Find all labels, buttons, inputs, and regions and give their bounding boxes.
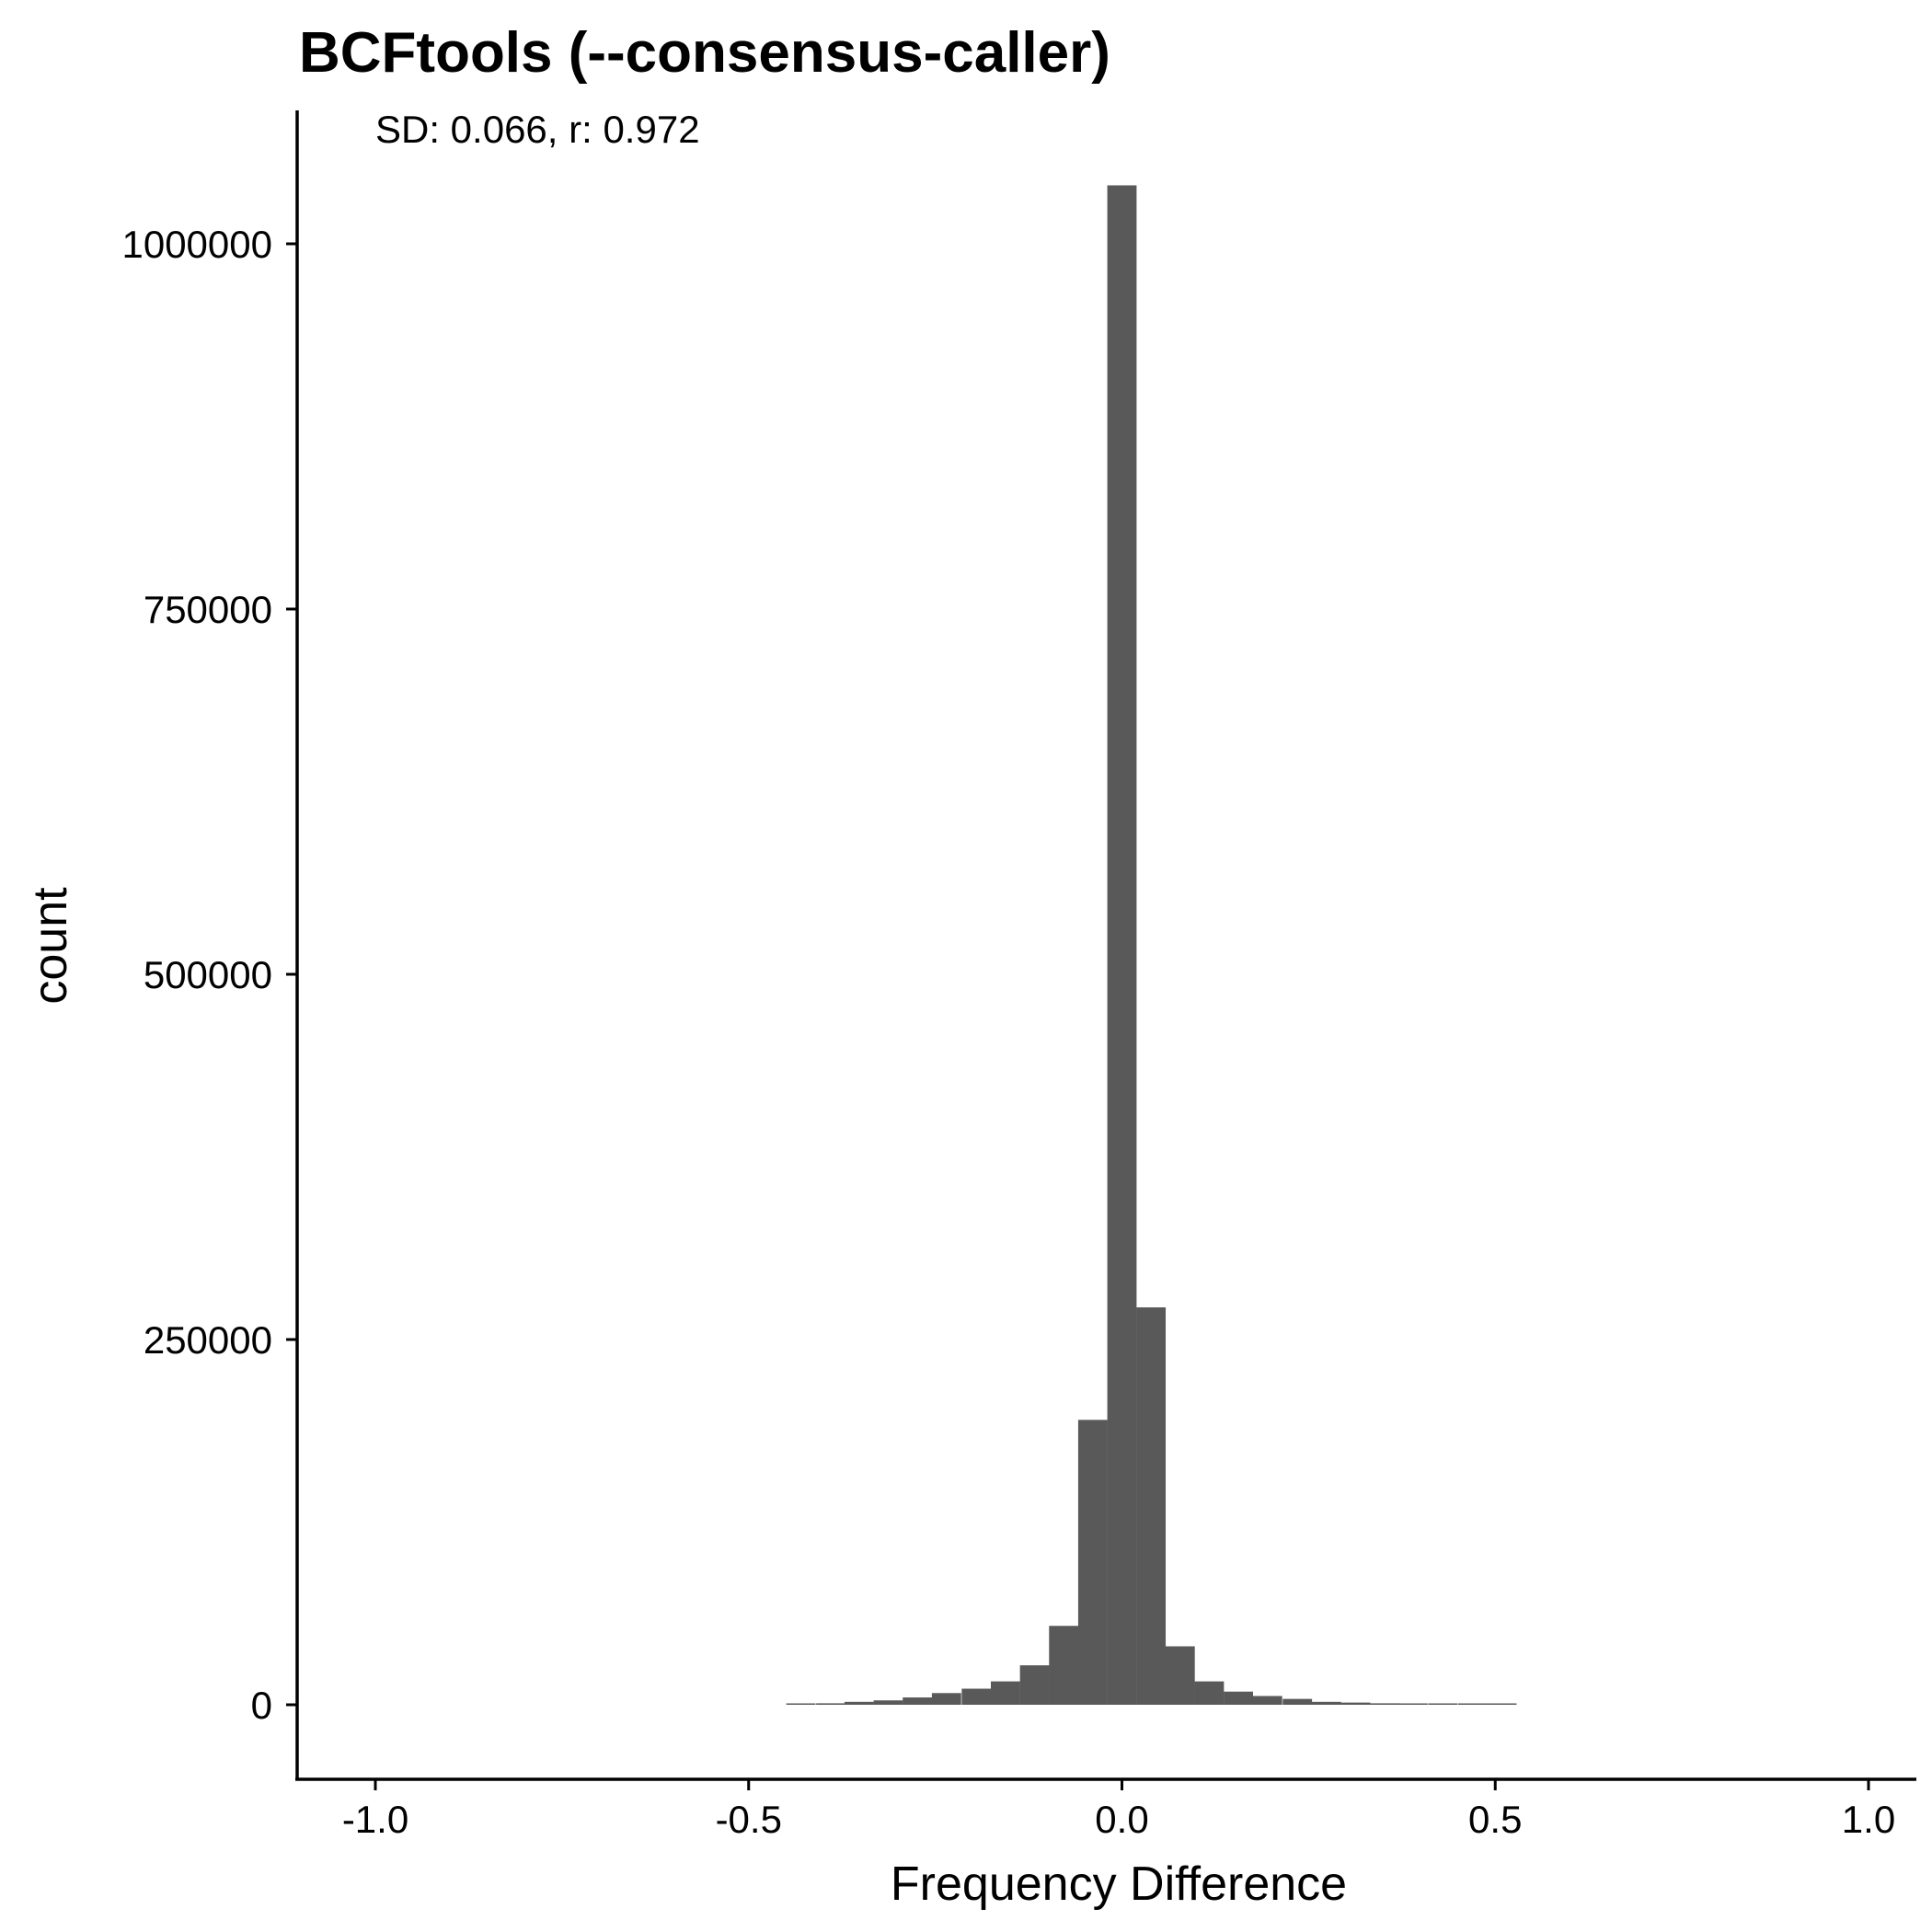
histogram-bar-19 xyxy=(1340,1702,1371,1705)
x-tick-label-3: 0.5 xyxy=(1468,1798,1522,1841)
histogram-bar-5 xyxy=(931,1693,961,1705)
y-tick-label-3: 750000 xyxy=(144,588,272,631)
histogram-bar-11 xyxy=(1107,185,1137,1706)
y-tick-label-4: 1000000 xyxy=(121,223,272,266)
y-tick-label-0: 0 xyxy=(251,1684,272,1727)
y-tick-label-2: 500000 xyxy=(144,953,272,996)
histogram-bar-7 xyxy=(991,1681,1020,1705)
histogram-bar-10 xyxy=(1077,1420,1108,1705)
histogram-bar-0 xyxy=(786,1703,816,1705)
x-tick-label-2: 0.0 xyxy=(1095,1798,1148,1841)
histogram-bar-2 xyxy=(844,1701,874,1705)
histogram-bar-21 xyxy=(1398,1703,1428,1705)
x-axis-label: Frequency Difference xyxy=(891,1857,1347,1911)
histogram-bar-12 xyxy=(1136,1307,1167,1705)
y-ticks-group: 0 250000 500000 750000 1000000 xyxy=(121,223,297,1727)
histogram-bar-4 xyxy=(903,1697,933,1705)
chart-title: BCFtools (--consensus-caller) xyxy=(299,21,1110,85)
histogram-bar-20 xyxy=(1370,1703,1400,1705)
histogram-bar-22 xyxy=(1428,1703,1458,1705)
histogram-bar-23 xyxy=(1457,1703,1488,1705)
x-tick-label-0: -1.0 xyxy=(342,1798,408,1841)
y-axis-label: count xyxy=(24,887,77,1005)
histogram-bar-15 xyxy=(1224,1691,1253,1705)
histogram-bar-18 xyxy=(1311,1701,1341,1705)
x-tick-label-1: -0.5 xyxy=(716,1798,782,1841)
bars-group xyxy=(786,185,1517,1706)
x-ticks-group: -1.0 -0.5 0.0 0.5 1.0 xyxy=(342,1779,1895,1841)
histogram-bar-1 xyxy=(816,1703,845,1705)
histogram-bar-9 xyxy=(1049,1626,1079,1705)
histogram-bar-16 xyxy=(1252,1696,1282,1705)
histogram-bar-14 xyxy=(1194,1681,1225,1705)
x-tick-label-4: 1.0 xyxy=(1842,1798,1895,1841)
histogram-bar-8 xyxy=(1019,1665,1050,1705)
histogram-bar-3 xyxy=(873,1700,903,1705)
histogram-bar-24 xyxy=(1487,1703,1517,1705)
y-tick-label-1: 250000 xyxy=(144,1318,272,1362)
histogram-bar-17 xyxy=(1282,1698,1313,1705)
histogram-bar-6 xyxy=(961,1688,992,1705)
chart-annotation: SD: 0.066, r: 0.972 xyxy=(375,108,700,151)
histogram-bar-13 xyxy=(1165,1646,1195,1705)
